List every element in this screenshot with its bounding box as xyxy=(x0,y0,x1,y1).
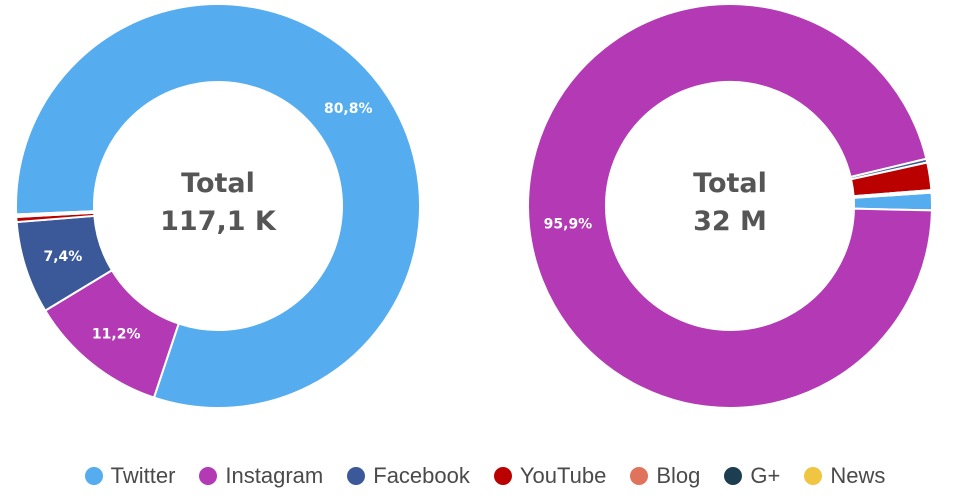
legend-swatch-blog xyxy=(630,467,649,485)
legend-label-news: News xyxy=(830,463,886,488)
legend-label-blog: Blog xyxy=(656,463,701,488)
center-total-value: 32 M xyxy=(693,206,767,237)
donut-charts: 80,8% 11,2% 7,4% Total 117,1 K 95,9% Total 32 … xyxy=(15,3,934,409)
legend-label-twitter: Twitter xyxy=(110,463,176,488)
slice-instagram[interactable] xyxy=(527,3,933,409)
donut-chart-left: 80,8% 11,2% 7,4% Total 117,1 K xyxy=(15,3,421,409)
legend-label-youtube: YouTube xyxy=(519,463,607,488)
slice-label-facebook: 7,4% xyxy=(43,249,82,265)
legend-swatch-facebook xyxy=(347,467,366,485)
legend-label-facebook: Facebook xyxy=(373,463,470,488)
legend-item-facebook[interactable]: Facebook xyxy=(347,463,470,489)
legend-item-gplus[interactable]: G+ xyxy=(724,463,780,489)
legend-swatch-youtube xyxy=(493,467,512,485)
slice-label-instagram: 95,9% xyxy=(544,216,593,232)
center-title: Total xyxy=(181,168,255,199)
legend-swatch-twitter xyxy=(84,467,103,485)
legend-swatch-news xyxy=(804,467,823,485)
center-title: Total xyxy=(693,168,767,199)
legend-item-twitter[interactable]: Twitter xyxy=(84,463,176,489)
slice-twitter[interactable] xyxy=(15,3,421,409)
legend-item-news[interactable]: News xyxy=(804,463,885,489)
legend-item-blog[interactable]: Blog xyxy=(630,463,700,489)
slice-gplus[interactable] xyxy=(15,210,96,217)
center-total-value: 117,1 K xyxy=(160,206,277,237)
legend-item-youtube[interactable]: YouTube xyxy=(493,463,607,489)
slice-label-instagram: 11,2% xyxy=(92,326,141,342)
slice-gplus[interactable] xyxy=(852,190,933,199)
legend-swatch-gplus xyxy=(724,467,743,485)
chart-legend: Twitter Instagram Facebook YouTube Blog … xyxy=(0,458,970,494)
legend-swatch-instagram xyxy=(199,467,218,485)
legend-item-instagram[interactable]: Instagram xyxy=(199,463,323,489)
legend-label-gplus: G+ xyxy=(750,463,781,488)
legend-label-instagram: Instagram xyxy=(225,463,324,488)
donut-chart-right: 95,9% Total 32 M xyxy=(527,3,934,409)
slice-label-twitter: 80,8% xyxy=(324,101,373,117)
